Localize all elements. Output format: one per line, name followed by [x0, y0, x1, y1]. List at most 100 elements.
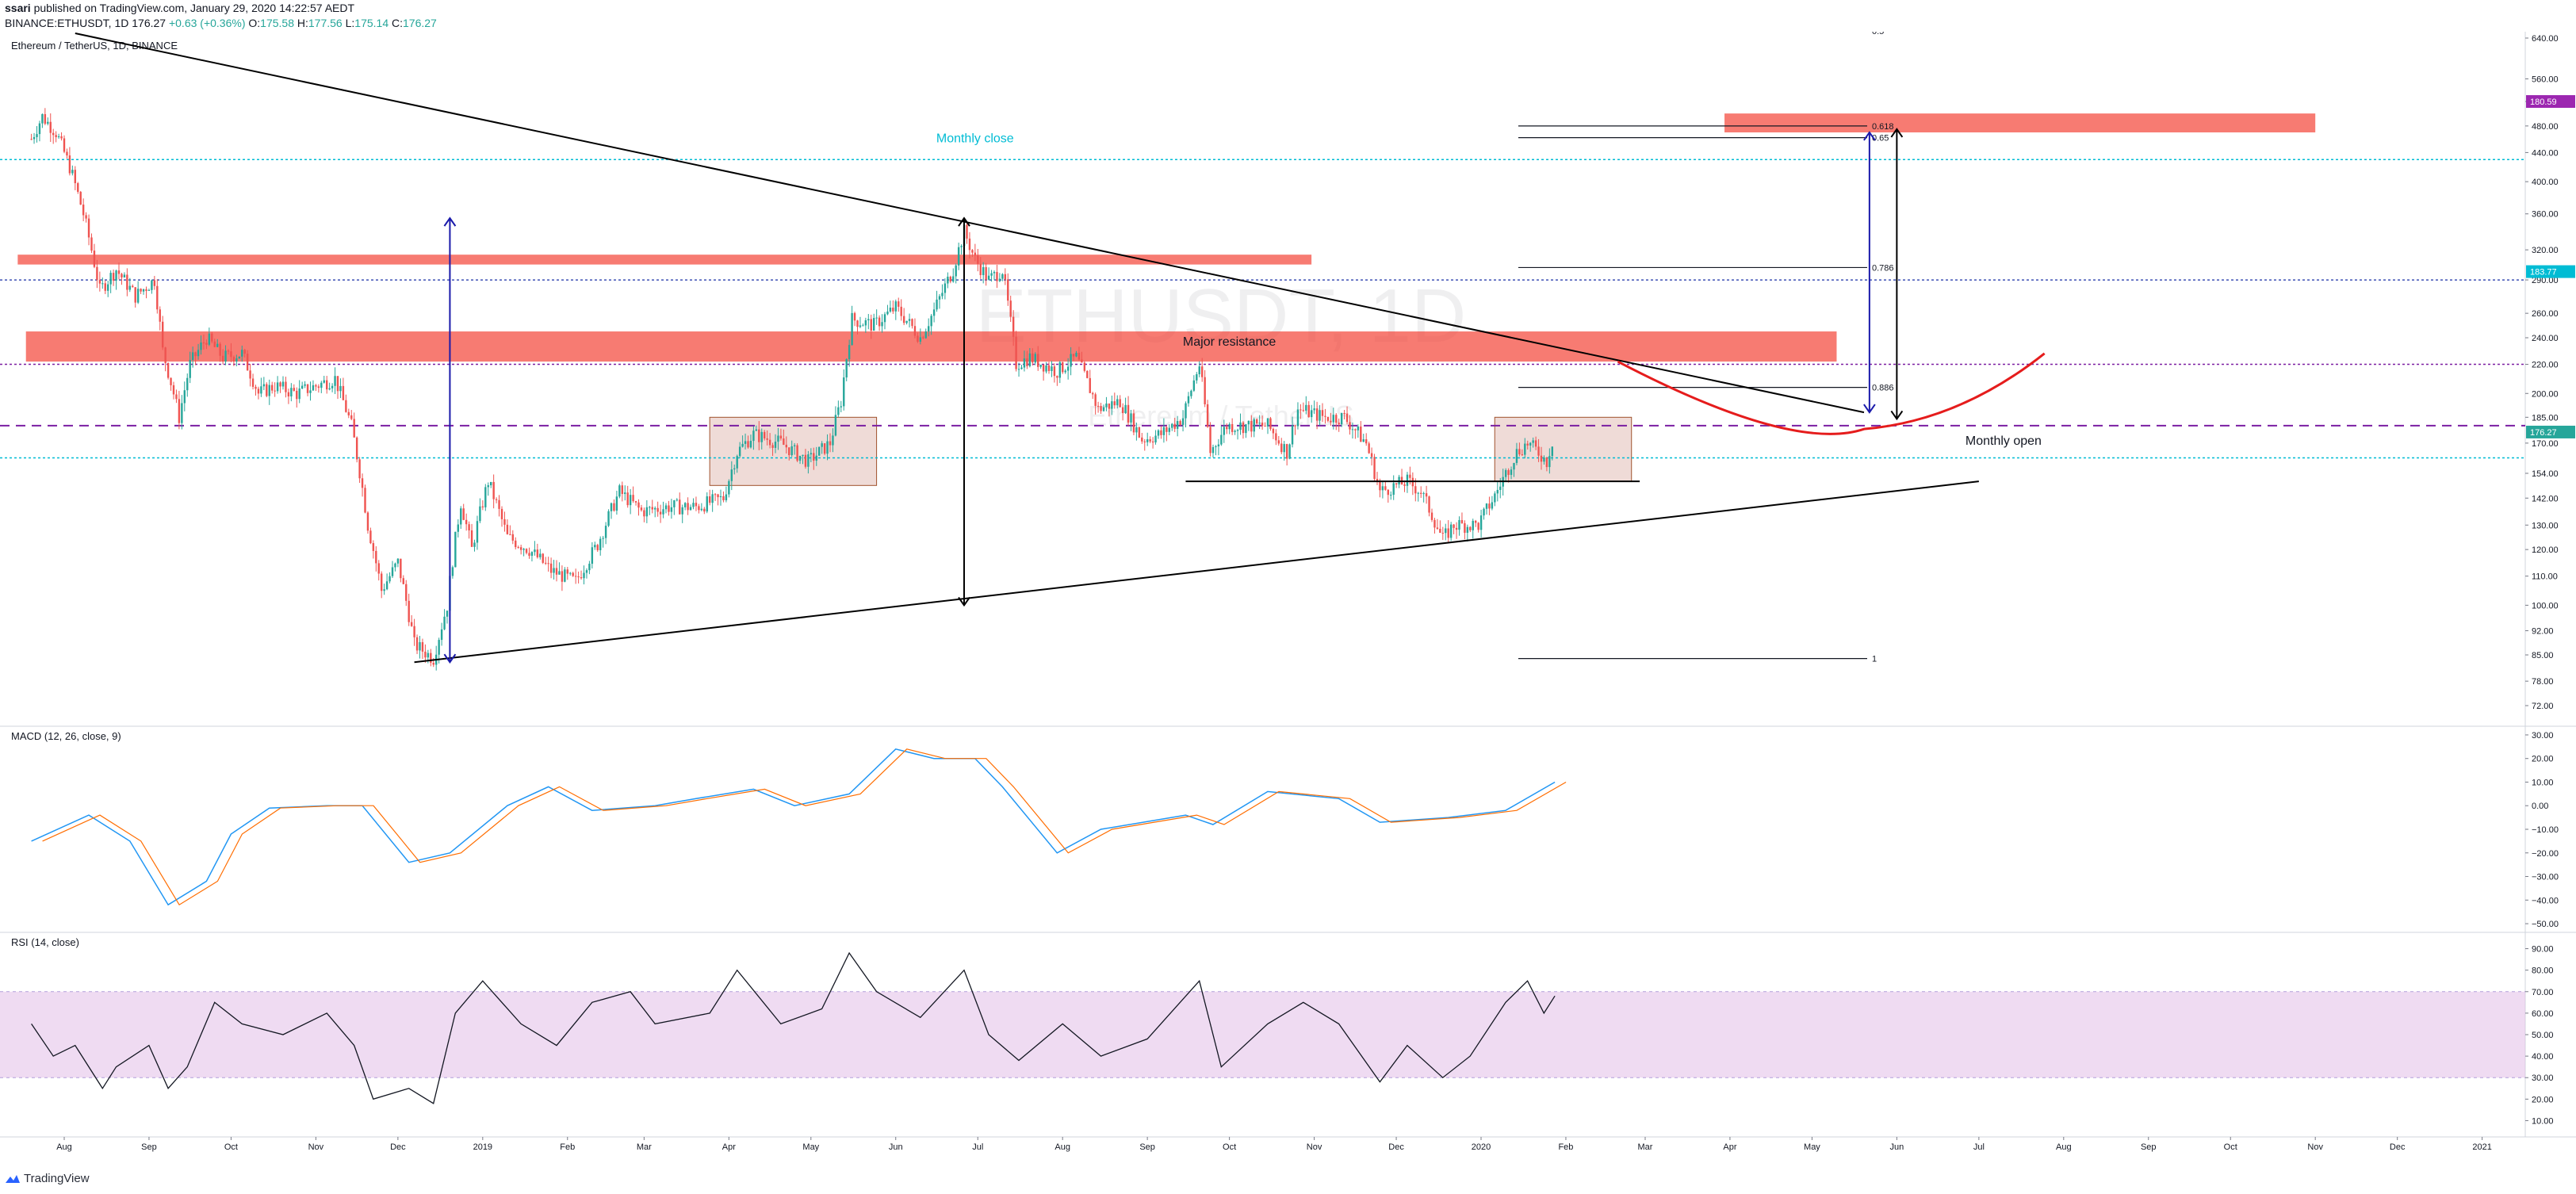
candle-body [1264, 426, 1266, 427]
candle-body [1051, 366, 1053, 372]
candle-body [561, 571, 564, 582]
candle-body [479, 506, 481, 522]
candle-body [1023, 358, 1026, 368]
candle-body [1469, 526, 1472, 530]
candle-body [511, 534, 515, 541]
candle-body [427, 652, 430, 658]
author[interactable]: ssari [5, 2, 31, 14]
brand-name[interactable]: TradingView [24, 1172, 90, 1185]
candle-body [183, 390, 186, 404]
candle-body [36, 134, 38, 137]
candle-body [1485, 503, 1488, 509]
candle-body [320, 382, 323, 388]
candle-body [834, 415, 837, 436]
candle-body [1441, 533, 1445, 534]
candle-body [1168, 427, 1171, 432]
candle-body [845, 359, 848, 378]
candle-body [771, 445, 774, 448]
candle-body [1111, 401, 1113, 409]
price-tick-label: 400.00 [2532, 178, 2559, 187]
candle-body [1004, 274, 1007, 280]
candle-body [1280, 443, 1283, 453]
time-tick-label: Jul [1973, 1142, 1985, 1152]
candle-body [818, 446, 821, 456]
candle-body [1211, 446, 1215, 453]
candle-body [618, 485, 621, 497]
zone [709, 416, 878, 486]
candle-body [49, 121, 52, 133]
candle-body [1315, 408, 1319, 421]
high-value: 177.56 [308, 17, 343, 29]
macd-tick-label: −40.00 [2532, 896, 2559, 905]
price-tick-label: 480.00 [2532, 122, 2559, 132]
candle-body [1256, 419, 1258, 424]
candle-body [296, 390, 298, 400]
candle-body [728, 480, 730, 495]
candle-body [1302, 410, 1305, 411]
candle-body [224, 350, 227, 362]
price-tick-label: 130.00 [2532, 521, 2559, 530]
candle-body [947, 277, 949, 284]
candle-body [93, 251, 96, 267]
candle-body [577, 576, 580, 578]
candle-body [714, 494, 717, 496]
candle-body [415, 637, 419, 651]
candle-body [1491, 502, 1494, 509]
candle-body [1362, 439, 1365, 442]
candle-body [1121, 407, 1124, 414]
candle-body [1100, 406, 1102, 411]
candle-body [662, 509, 664, 515]
time-tick-label: 2019 [473, 1142, 492, 1152]
candle-body [257, 388, 260, 394]
arrow-head-top [958, 216, 970, 227]
candle-body [1529, 442, 1532, 446]
candle-body [1015, 336, 1017, 369]
header: ssari published on TradingView.com, Janu… [0, 0, 2576, 32]
candle-body [1496, 489, 1499, 494]
candle-body [432, 662, 434, 665]
candle-body [1472, 520, 1474, 530]
candle-body [1198, 366, 1200, 375]
candle-body [1245, 424, 1247, 434]
candle-body [276, 382, 279, 392]
candle-body [654, 507, 656, 510]
candle-body [164, 347, 167, 363]
symbol: BINANCE:ETHUSDT, 1D [5, 17, 129, 29]
candle-body [1338, 423, 1340, 425]
candle-body [1515, 449, 1518, 463]
candle-body [1204, 377, 1206, 404]
candle-body [695, 503, 698, 507]
candle-body [539, 553, 542, 557]
zone [25, 331, 1837, 362]
candle-body [987, 275, 990, 280]
candle-body [1392, 483, 1395, 496]
chart-title: Ethereum / TetherUS, 1D, BINANCE [11, 40, 178, 52]
time-tick-label: Sep [2141, 1142, 2157, 1152]
price-tick-label: 120.00 [2532, 545, 2559, 555]
candle-body [1395, 483, 1398, 484]
candle-body [804, 454, 807, 467]
candle-body [1127, 404, 1130, 423]
candle-body [500, 508, 503, 519]
candle-body [446, 610, 449, 617]
tradingview-logo-icon [6, 1175, 20, 1184]
candle-body [1343, 412, 1345, 414]
candle-body [98, 280, 101, 284]
candle-body [766, 438, 768, 440]
macd-tick-label: −20.00 [2532, 849, 2559, 859]
candle-body [47, 121, 49, 124]
candle-body [815, 455, 817, 461]
candle-body [1384, 486, 1387, 490]
candle-body [1228, 423, 1231, 430]
candle-body [262, 384, 266, 387]
candle-body [615, 496, 618, 511]
candle-body [1351, 429, 1354, 431]
candle-body [462, 508, 465, 520]
candle-body [1173, 423, 1176, 429]
candle-body [536, 549, 539, 557]
candle-body [484, 487, 487, 507]
candle-body [79, 191, 82, 205]
candle-body [476, 521, 479, 543]
price-tick-label: 154.00 [2532, 469, 2559, 479]
